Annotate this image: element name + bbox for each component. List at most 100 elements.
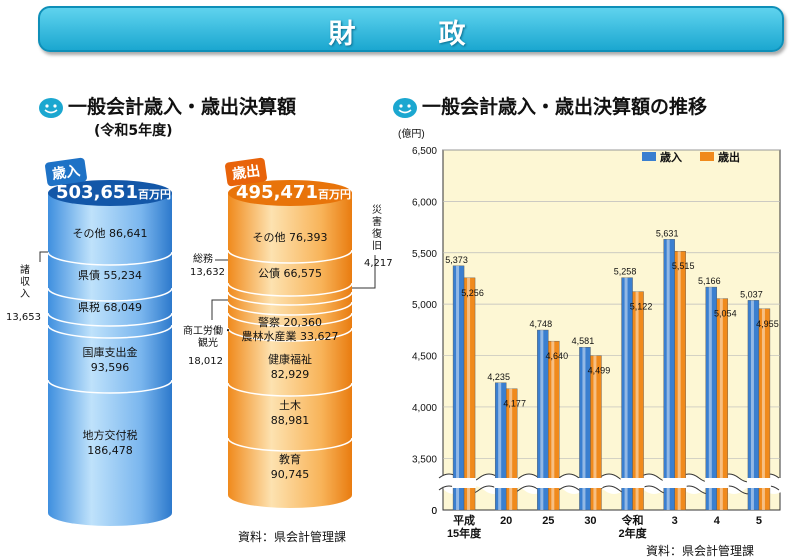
x-tick-label: 20 [500,515,512,527]
bar-highlight [624,277,628,510]
data-label: 5,256 [461,288,484,298]
x-tick-label: 25 [542,515,554,527]
revenue-small-label: 諸収入 [20,265,30,300]
data-label: 4,499 [588,366,611,376]
revenue-segment: 地方交付税 186,478 [82,429,138,457]
bar-expenditure [548,340,560,511]
x-tick-label: 30 [584,515,596,527]
y-tick-label: 5,500 [412,249,437,260]
revenue-small-value: 13,653 [6,312,41,323]
bar-expenditure [674,251,686,511]
y-tick-label: 4,500 [412,352,437,363]
data-label: 5,631 [656,228,679,238]
data-label: 4,955 [756,319,779,329]
bar-break [620,478,645,488]
left-heading: 一般会計歳入・歳出決算額 [38,92,296,119]
y-tick-label: 6,000 [412,197,437,208]
bar-break [536,478,561,488]
bar-break [452,478,477,488]
bar-highlight [540,330,544,510]
data-label: 5,258 [614,267,637,277]
right-heading: 一般会計歳入・歳出決算額の推移 [392,92,707,119]
data-label: 5,166 [698,276,721,286]
y-tick-label: 6,500 [412,146,437,157]
expenditure-total: 495,471百万円 [236,182,351,203]
expenditure-small-label: 総務 [193,254,213,265]
y-tick-label: 4,000 [412,403,437,414]
smiley-icon [393,97,417,118]
x-tick-label: 2年度 [619,526,648,540]
bar-highlight [467,277,471,510]
banner-title: 財 政 [328,19,494,50]
bar-highlight [719,298,723,510]
smiley-icon [39,97,63,118]
expenditure-segment: 警察 20,360 [258,316,322,329]
bar-expenditure [505,388,518,511]
revenue-segment: 国庫支出金 93,596 [82,346,138,374]
bar-highlight [666,239,670,510]
legend-swatch [642,152,656,161]
y-tick-label: 0 [431,506,437,517]
legend-label: 歳入 [660,150,682,164]
bar-highlight [677,251,681,510]
x-tick-label: 15年度 [447,526,482,540]
y-axis-label: (億円) [398,127,425,140]
revenue-total: 503,651百万円 [56,182,171,203]
bar-highlight [708,287,712,510]
left-source: 資料：県会計管理課 [238,530,347,544]
legend-swatch [700,152,714,161]
revenue-segment: その他 86,641 [72,227,148,240]
revenue-segment: 県債 55,234 [78,269,142,282]
data-label: 5,054 [714,309,737,319]
x-tick-label: 4 [714,515,721,527]
expenditure-small-value: 4,217 [364,258,393,269]
bar-highlight [635,291,639,510]
axis-break [439,474,784,494]
data-label: 4,177 [503,399,526,409]
expenditure-segment: 公債 66,575 [258,267,322,280]
bar-highlight [582,347,586,510]
data-label: 4,581 [572,336,595,346]
bar-break [662,478,687,488]
data-label: 5,122 [630,302,653,312]
x-tick-label: 令和 [621,513,644,527]
expenditure-segment: その他 76,393 [252,231,328,244]
y-tick-label: 3,500 [412,454,437,465]
expenditure-segment: 健康福祉 82,929 [268,353,312,381]
bar-expenditure [758,308,771,511]
expenditure-segment: 教育 90,745 [270,453,310,481]
title-banner: 財 政 [38,6,784,52]
bar-expenditure [716,298,729,511]
expenditure-small-label: 災害復旧 [372,205,382,252]
bar-highlight [456,265,460,510]
bar-break [494,478,519,488]
bar-highlight [551,341,555,510]
bar-highlight [498,382,502,510]
legend-label: 歳出 [718,150,740,164]
bar-expenditure [463,277,476,511]
data-label: 4,640 [546,351,569,361]
right-source: 資料：県会計管理課 [646,544,755,558]
revenue-segment: 県税 68,049 [78,301,142,314]
bar-break [746,478,771,488]
y-tick-label: 5,000 [412,300,437,311]
bar-highlight [509,388,513,510]
expenditure-small-value: 18,012 [188,356,223,367]
data-label: 4,748 [530,319,553,329]
left-heading-text: 一般会計歳入・歳出決算額 [68,96,297,118]
bar-break [578,478,603,488]
x-tick-label: 3 [672,515,678,527]
right-heading-text: 一般会計歳入・歳出決算額の推移 [422,96,708,118]
plot-area [442,149,781,511]
bar-expenditure [590,355,602,511]
left-subheading: (令和5年度) [94,123,173,139]
expenditure-small-value: 13,632 [190,267,225,278]
bar-break [704,478,729,488]
data-label: 5,373 [445,255,468,265]
bar-expenditure [632,291,644,511]
expenditure-small-label: 商工労働・観光 [183,326,233,349]
x-tick-label: 5 [756,515,762,527]
bar-highlight [750,300,754,510]
data-label: 4,235 [487,372,510,382]
